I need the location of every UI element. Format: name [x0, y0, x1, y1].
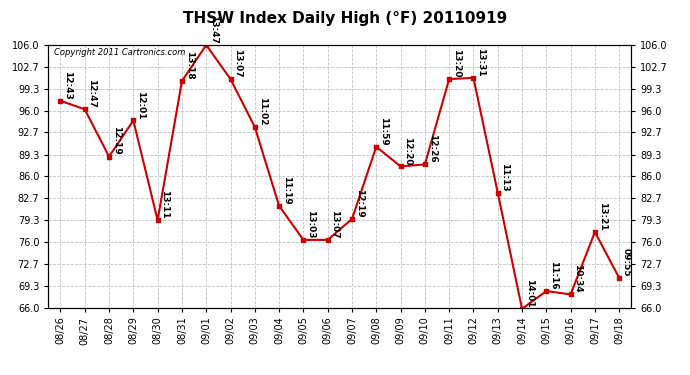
Point: [55, 98, 66, 104]
Point: [517, 306, 528, 312]
Text: 11:16: 11:16: [549, 261, 558, 290]
Text: 13:07: 13:07: [331, 210, 339, 238]
Point: [565, 291, 576, 297]
Point: [468, 75, 479, 81]
Text: 11:13: 11:13: [500, 163, 509, 191]
Point: [79, 106, 90, 112]
Point: [613, 275, 624, 281]
Point: [492, 190, 503, 196]
Point: [589, 229, 600, 235]
Point: [322, 237, 333, 243]
Point: [444, 76, 455, 82]
Point: [346, 216, 357, 222]
Text: 13:11: 13:11: [160, 190, 170, 219]
Text: 10:34: 10:34: [573, 264, 582, 293]
Text: 12:26: 12:26: [428, 134, 437, 163]
Text: 12:47: 12:47: [88, 79, 97, 108]
Point: [298, 237, 309, 243]
Point: [177, 78, 188, 84]
Text: 13:07: 13:07: [233, 49, 242, 78]
Text: 11:59: 11:59: [379, 117, 388, 146]
Point: [420, 162, 431, 168]
Point: [128, 117, 139, 123]
Point: [201, 42, 212, 48]
Point: [104, 154, 115, 160]
Text: 12:43: 12:43: [63, 70, 72, 99]
Text: THSW Index Daily High (°F) 20110919: THSW Index Daily High (°F) 20110919: [183, 11, 507, 26]
Text: 12:01: 12:01: [136, 91, 145, 119]
Text: 13:18: 13:18: [185, 51, 194, 80]
Text: 13:20: 13:20: [452, 49, 461, 78]
Point: [395, 164, 406, 170]
Text: 12:20: 12:20: [404, 136, 413, 165]
Text: 09:55: 09:55: [622, 248, 631, 277]
Point: [371, 144, 382, 150]
Text: 13:03: 13:03: [306, 210, 315, 238]
Text: 13:31: 13:31: [476, 48, 485, 76]
Text: 11:19: 11:19: [282, 176, 291, 204]
Text: 14:01: 14:01: [525, 279, 534, 308]
Point: [273, 203, 284, 209]
Text: 12:19: 12:19: [112, 126, 121, 155]
Text: 13:21: 13:21: [598, 202, 607, 231]
Text: Copyright 2011 Cartronics.com: Copyright 2011 Cartronics.com: [54, 48, 186, 57]
Point: [152, 217, 163, 223]
Text: 11:02: 11:02: [257, 97, 266, 126]
Point: [225, 76, 236, 82]
Point: [249, 124, 260, 130]
Text: 13:47: 13:47: [209, 15, 218, 44]
Text: 12:19: 12:19: [355, 189, 364, 218]
Point: [541, 288, 552, 294]
